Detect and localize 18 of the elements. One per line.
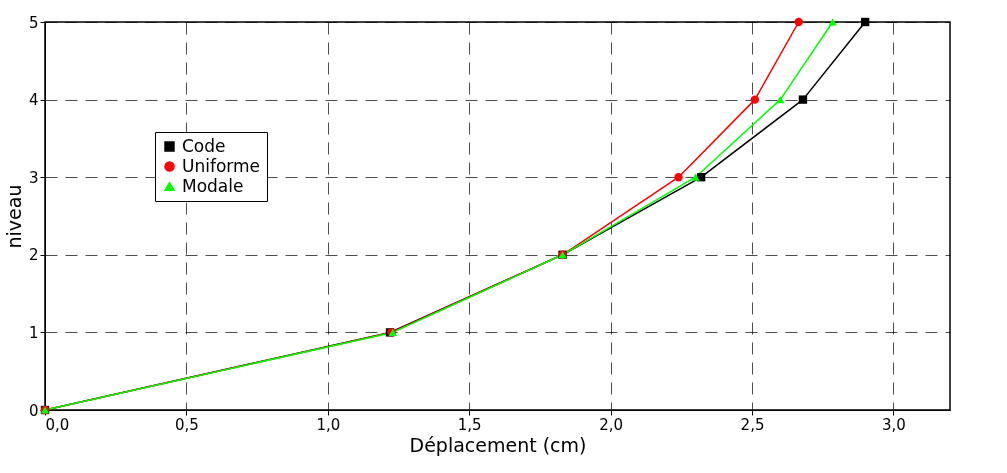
x-tick-label: 1,0 [316,415,341,434]
x-tick-label: 3,0 [882,415,906,434]
legend-label: Modale [182,175,244,196]
y-tick-label: 3 [28,168,39,187]
x-axis-title: Déplacement (cm) [409,433,587,456]
legend-label: Code [182,135,226,156]
x-tick-label: 0,0 [45,415,70,434]
y-axis-title: niveau [2,184,25,249]
y-tick-label: 2 [28,246,39,265]
y-tick-label: 4 [28,91,39,110]
x-tick-label: 1,5 [457,415,482,434]
x-tick-label: 0,5 [174,415,199,434]
y-tick-label: 0 [28,401,39,420]
legend-label: Uniforme [182,155,261,176]
y-tick-label: 1 [28,323,39,342]
x-tick-label: 2,0 [599,415,624,434]
x-tick-label: 2,5 [740,415,765,434]
y-tick-label: 5 [28,13,39,32]
